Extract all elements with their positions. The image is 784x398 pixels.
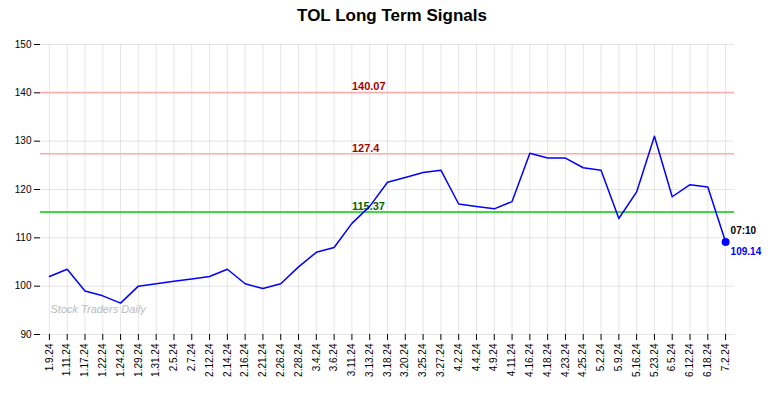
svg-text:4.23.24: 4.23.24	[560, 343, 571, 377]
svg-text:6.5.24: 6.5.24	[666, 343, 677, 371]
svg-text:2.21.24: 2.21.24	[257, 343, 268, 377]
svg-text:120: 120	[15, 184, 32, 195]
svg-text:3.18.24: 3.18.24	[382, 343, 393, 377]
svg-text:3.11.24: 3.11.24	[346, 343, 357, 376]
svg-text:2.28.24: 2.28.24	[293, 343, 304, 377]
svg-text:4.4.24: 4.4.24	[471, 343, 482, 371]
svg-text:2.14.24: 2.14.24	[222, 343, 233, 377]
svg-text:1.31.24: 1.31.24	[150, 343, 161, 377]
svg-text:4.25.24: 4.25.24	[577, 343, 588, 377]
svg-text:3.20.24: 3.20.24	[399, 343, 410, 377]
svg-text:1.11.24: 1.11.24	[61, 343, 72, 376]
svg-text:110: 110	[16, 232, 32, 243]
svg-text:4.11.24: 4.11.24	[506, 343, 517, 376]
svg-text:5.23.24: 5.23.24	[649, 343, 660, 377]
svg-text:4.9.24: 4.9.24	[488, 343, 499, 371]
svg-text:109.14: 109.14	[731, 246, 762, 257]
svg-text:115.37: 115.37	[352, 200, 385, 212]
svg-text:1.9.24: 1.9.24	[44, 343, 55, 371]
svg-text:1.22.24: 1.22.24	[97, 343, 108, 377]
svg-text:Stock Traders Daily: Stock Traders Daily	[51, 303, 148, 315]
html-text:TOL Long Term Signals: TOL Long Term Signals	[297, 6, 487, 25]
svg-text:140.07: 140.07	[352, 80, 386, 92]
svg-text:150: 150	[15, 39, 32, 50]
svg-text:2.26.24: 2.26.24	[275, 343, 286, 377]
svg-text:140: 140	[15, 87, 32, 98]
svg-text:3.27.24: 3.27.24	[435, 343, 446, 377]
svg-text:1.17.24: 1.17.24	[79, 343, 90, 377]
svg-text:127.4: 127.4	[352, 142, 380, 154]
svg-text:4.18.24: 4.18.24	[542, 343, 553, 377]
svg-text:100: 100	[15, 280, 32, 291]
svg-text:3.13.24: 3.13.24	[364, 343, 375, 377]
svg-text:2.5.24: 2.5.24	[168, 343, 179, 371]
svg-text:3.6.24: 3.6.24	[328, 343, 339, 371]
svg-text:1.24.24: 1.24.24	[115, 343, 126, 377]
svg-text:2.12.24: 2.12.24	[204, 343, 215, 377]
svg-text:5.2.24: 5.2.24	[595, 343, 606, 371]
svg-text:07:10: 07:10	[731, 225, 757, 236]
svg-text:90: 90	[20, 329, 32, 340]
svg-text:2.16.24: 2.16.24	[239, 343, 250, 377]
svg-text:6.18.24: 6.18.24	[702, 343, 713, 377]
svg-text:5.16.24: 5.16.24	[631, 343, 642, 377]
svg-text:4.2.24: 4.2.24	[453, 343, 464, 371]
svg-text:7.2.24: 7.2.24	[720, 343, 731, 371]
svg-text:3.25.24: 3.25.24	[417, 343, 428, 377]
svg-text:6.12.24: 6.12.24	[684, 343, 695, 377]
svg-text:130: 130	[15, 135, 32, 146]
svg-text:3.4.24: 3.4.24	[311, 343, 322, 371]
svg-text:1.29.24: 1.29.24	[133, 343, 144, 377]
svg-text:2.7.24: 2.7.24	[186, 343, 197, 371]
svg-text:5.9.24: 5.9.24	[613, 343, 624, 371]
svg-text:4.16.24: 4.16.24	[524, 343, 535, 377]
